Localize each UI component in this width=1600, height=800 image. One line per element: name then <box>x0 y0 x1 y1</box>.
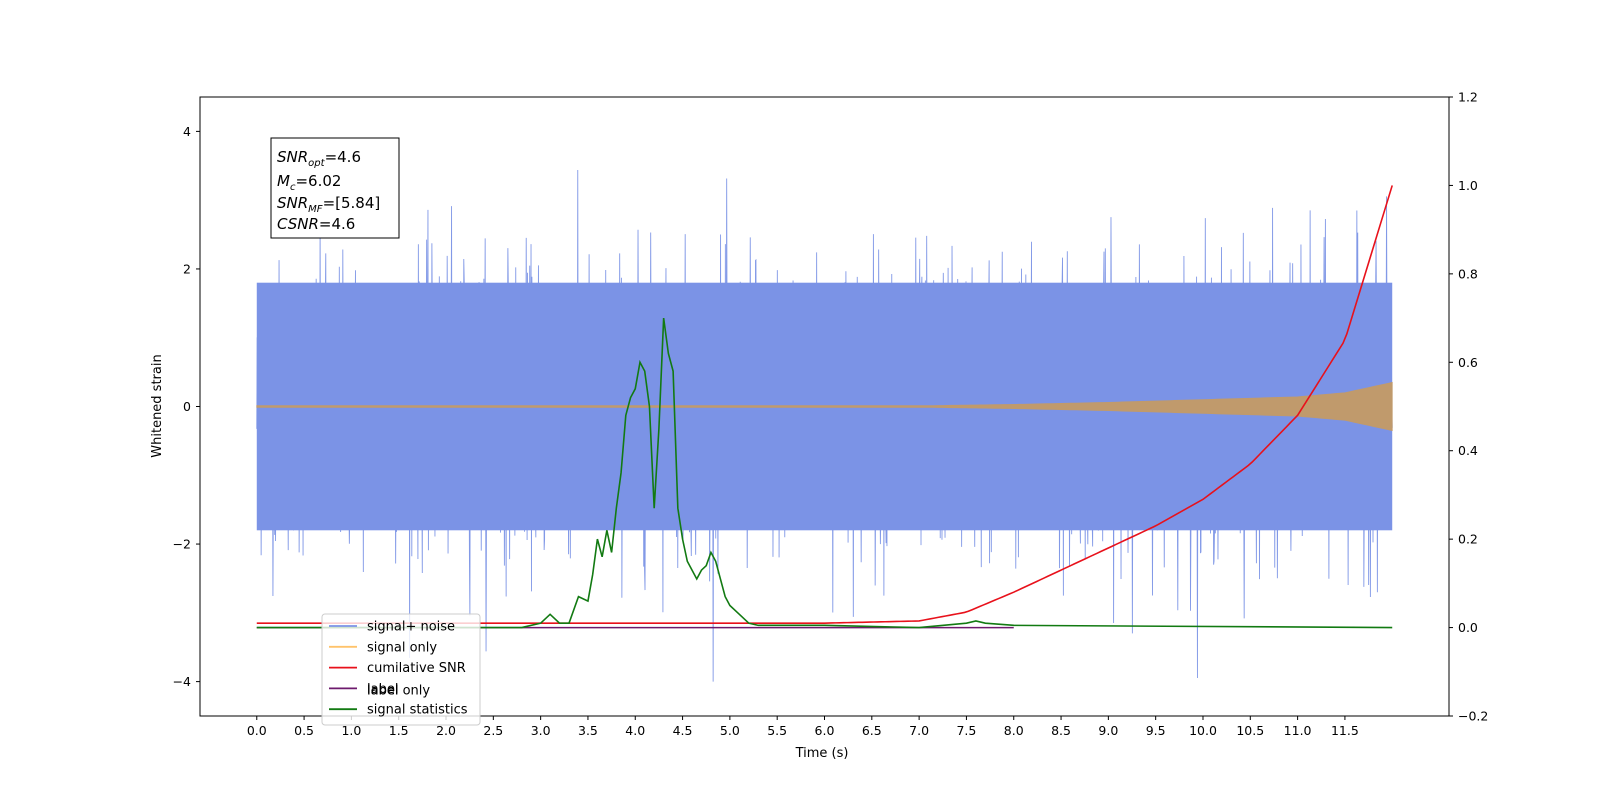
x-tick-label: 10.0 <box>1189 723 1217 738</box>
y-left-tick-label: 2 <box>183 261 191 276</box>
x-tick-label: 4.5 <box>673 723 693 738</box>
y-right-tick-label: 1.2 <box>1458 90 1478 105</box>
x-tick-label: 10.5 <box>1236 723 1264 738</box>
y-right-tick-label: 0.2 <box>1458 532 1478 547</box>
annotation-csnr: CSNR=4.6 <box>277 215 355 233</box>
x-tick-label: 2.5 <box>483 723 503 738</box>
plot-area <box>256 169 1393 682</box>
x-tick-label: 11.5 <box>1331 723 1359 738</box>
y-left-tick-label: −2 <box>173 537 191 552</box>
x-tick-label: 8.5 <box>1051 723 1071 738</box>
legend-label: signal statistics <box>367 703 468 718</box>
y-right-tick-label: 0.4 <box>1458 443 1478 458</box>
x-tick-label: 6.0 <box>815 723 835 738</box>
x-tick-label: 7.0 <box>909 723 929 738</box>
y-left-tick-label: 4 <box>183 124 191 139</box>
x-tick-label: 1.5 <box>389 723 409 738</box>
y-right-tick-label: 0.8 <box>1458 266 1478 281</box>
y-right-tick-label: −0.2 <box>1458 709 1488 724</box>
x-tick-label: 5.5 <box>767 723 787 738</box>
annotation-box: SNRopt=4.6 Mc=6.02 SNRMF=[5.84] CSNR=4.6 <box>270 137 400 239</box>
y-axis-label: Whitened strain <box>150 354 165 457</box>
y-right-tick-label: 0.0 <box>1458 620 1478 635</box>
x-tick-label: 9.0 <box>1098 723 1118 738</box>
series-signal-statistics <box>256 317 1393 629</box>
annotation-snr-opt: SNRopt=4.6 <box>277 148 361 169</box>
x-tick-label: 3.0 <box>531 723 551 738</box>
legend-label: signal only <box>367 640 437 655</box>
x-axis: 0.0 0.5 1.0 1.5 2.0 2.5 3.0 3.5 4.0 4.5 5.0 5.5 6.0 6… <box>247 716 1359 738</box>
annotation-snr-mf: SNRMF=[5.84] <box>277 194 380 215</box>
legend-label-overlay: label <box>367 684 398 699</box>
y-right-tick-label: 1.0 <box>1458 178 1478 193</box>
x-tick-label: 2.0 <box>436 723 456 738</box>
y-left-tick-label: 0 <box>183 399 191 414</box>
series-signal-only <box>256 381 1393 432</box>
x-tick-label: 3.5 <box>578 723 598 738</box>
x-tick-label: 4.0 <box>625 723 645 738</box>
legend: signal+ noise signal only cumilative SNR la… <box>321 613 481 726</box>
legend-label: cumilative SNR <box>367 661 466 676</box>
legend-label-occluded: label only <box>367 684 430 699</box>
x-tick-label: 5.0 <box>720 723 740 738</box>
x-tick-label: 6.5 <box>862 723 882 738</box>
x-tick-label: 0.5 <box>294 723 314 738</box>
legend-label: label <box>367 682 398 697</box>
x-tick-label: 8.0 <box>1004 723 1024 738</box>
y-left-tick-label: −4 <box>173 674 191 689</box>
x-tick-label: 7.5 <box>956 723 976 738</box>
left-y-axis: −4 −2 0 2 4 <box>173 124 200 689</box>
x-tick-label: 0.0 <box>247 723 267 738</box>
right-y-axis: −0.2 0.0 0.2 0.4 0.6 0.8 1.0 1.2 <box>1449 90 1488 724</box>
legend-label: signal+ noise <box>367 620 455 635</box>
x-tick-label: 1.0 <box>341 723 361 738</box>
x-tick-label: 9.5 <box>1146 723 1166 738</box>
x-tick-label: 11.0 <box>1284 723 1312 738</box>
y-right-tick-label: 0.6 <box>1458 355 1478 370</box>
annotation-mc: Mc=6.02 <box>277 172 341 193</box>
x-axis-label: Time (s) <box>795 746 849 761</box>
